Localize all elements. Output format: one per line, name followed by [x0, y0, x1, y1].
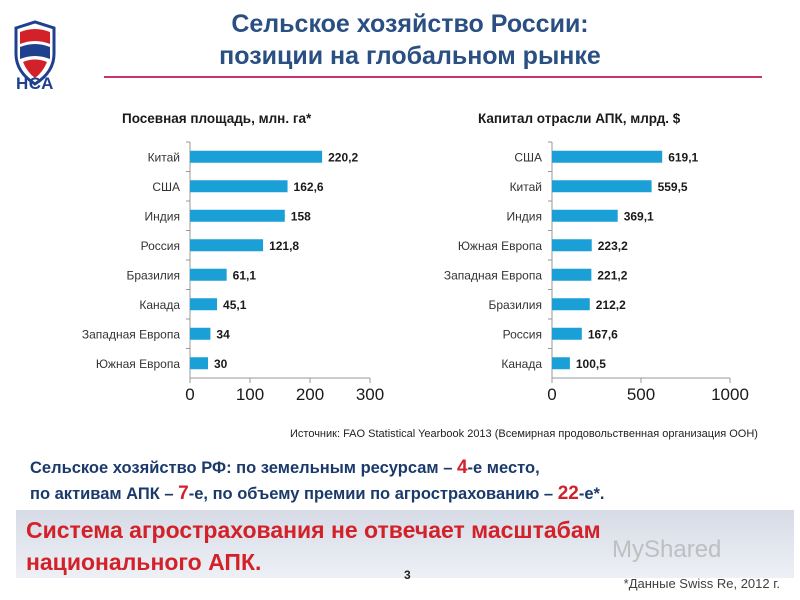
- title-line-2: позиции на глобальном рынке: [219, 42, 601, 70]
- category-label: Россия: [141, 239, 180, 253]
- category-label: Южная Европа: [458, 239, 543, 253]
- x-tick-label: 200: [296, 385, 324, 404]
- nsa-logo: [14, 20, 56, 86]
- bar: [190, 298, 218, 311]
- bar: [552, 239, 592, 252]
- x-tick-label: 1000: [711, 385, 749, 404]
- conclusion-banner: [16, 510, 794, 578]
- category-label: Бразилия: [489, 298, 543, 312]
- summary-text-part: место,: [482, 459, 540, 477]
- data-label: 34: [216, 327, 230, 341]
- data-label: 369,1: [624, 209, 654, 223]
- data-label: 158: [291, 209, 311, 223]
- rank-land: 4: [456, 457, 468, 478]
- category-label: Западная Европа: [444, 268, 542, 282]
- bar: [190, 239, 264, 252]
- footnote: *Данные Swiss Re, 2012 г.: [623, 576, 780, 591]
- conclusion-text: Система агрострахования не отвечает масш…: [26, 514, 601, 578]
- watermark: MyShared: [612, 536, 722, 563]
- summary-line-1: Сельское хозяйство РФ: по земельным ресу…: [30, 455, 605, 481]
- summary-text-part: по активам АПК –: [30, 485, 179, 503]
- x-tick-label: 100: [236, 385, 264, 404]
- data-label: 121,8: [269, 239, 299, 253]
- data-label: 61,1: [233, 268, 257, 282]
- category-label: Россия: [503, 327, 542, 341]
- conclusion-line-1: Система агрострахования не отвечает масш…: [26, 517, 601, 543]
- category-label: Южная Европа: [96, 357, 181, 371]
- data-label: 30: [214, 357, 228, 371]
- title-line-1: Сельское хозяйство России:: [231, 10, 589, 38]
- data-label: 223,2: [598, 239, 628, 253]
- data-label: 221,2: [597, 268, 627, 282]
- category-label: Западная Европа: [82, 327, 180, 341]
- category-label: Бразилия: [127, 268, 181, 282]
- bar: [552, 327, 582, 340]
- bar: [190, 180, 288, 193]
- category-label: Индия: [507, 209, 542, 223]
- category-label: США: [514, 150, 542, 164]
- x-tick-label: 300: [356, 385, 384, 404]
- bar: [552, 180, 652, 193]
- data-label: 162,6: [294, 180, 324, 194]
- bar: [552, 357, 570, 370]
- bar: [190, 268, 227, 281]
- bar: [190, 150, 323, 163]
- summary-line-2: по активам АПК – 7-е, по объему премии п…: [30, 481, 605, 507]
- chart-2-title: Капитал отрасли АПК, млрд. $: [478, 111, 681, 126]
- data-label: 212,2: [596, 298, 626, 312]
- category-label: Канада: [501, 357, 542, 371]
- summary-text-part: Сельское хозяйство РФ: по земельным ресу…: [30, 459, 457, 477]
- rank-land-suffix: -е: [467, 459, 483, 477]
- x-tick-label: 0: [185, 385, 194, 404]
- data-label: 45,1: [223, 298, 247, 312]
- category-label: Индия: [145, 209, 180, 223]
- rank-assets-suffix: -е: [188, 485, 204, 503]
- x-tick-label: 0: [547, 385, 556, 404]
- bar: [190, 209, 285, 222]
- data-label: 619,1: [668, 150, 698, 164]
- category-label: Китай: [510, 180, 542, 194]
- bar: [190, 327, 211, 340]
- page-number: 3: [404, 568, 411, 582]
- bar: [190, 357, 208, 370]
- summary-text-part: *.: [593, 485, 605, 503]
- data-label: 100,5: [576, 357, 606, 371]
- category-label: Канада: [139, 298, 180, 312]
- summary-text-part: , по объему премии по агрострахованию –: [203, 485, 558, 503]
- bar: [552, 268, 592, 281]
- x-tick-label: 500: [627, 385, 655, 404]
- rank-insurance: 22: [557, 483, 579, 504]
- rank-assets: 7: [178, 483, 189, 504]
- conclusion-line-2: национального АПК.: [26, 549, 262, 575]
- logo-text: НСА: [16, 74, 54, 93]
- summary-text: Сельское хозяйство РФ: по земельным ресу…: [30, 455, 605, 507]
- category-label: Китай: [148, 150, 180, 164]
- bar: [552, 209, 618, 222]
- bar: [552, 150, 663, 163]
- category-label: США: [152, 180, 180, 194]
- page-title: Сельское хозяйство России: позиции на гл…: [100, 8, 720, 72]
- source-note: Источник: FAO Statistical Yearbook 2013 …: [290, 428, 758, 440]
- title-divider: [104, 76, 762, 78]
- data-label: 559,5: [658, 180, 688, 194]
- data-label: 167,6: [588, 327, 618, 341]
- rank-insurance-suffix: -е: [578, 485, 594, 503]
- chart-1-title: Посевная площадь, млн. га*: [122, 111, 312, 126]
- bar: [552, 298, 590, 311]
- data-label: 220,2: [328, 150, 358, 164]
